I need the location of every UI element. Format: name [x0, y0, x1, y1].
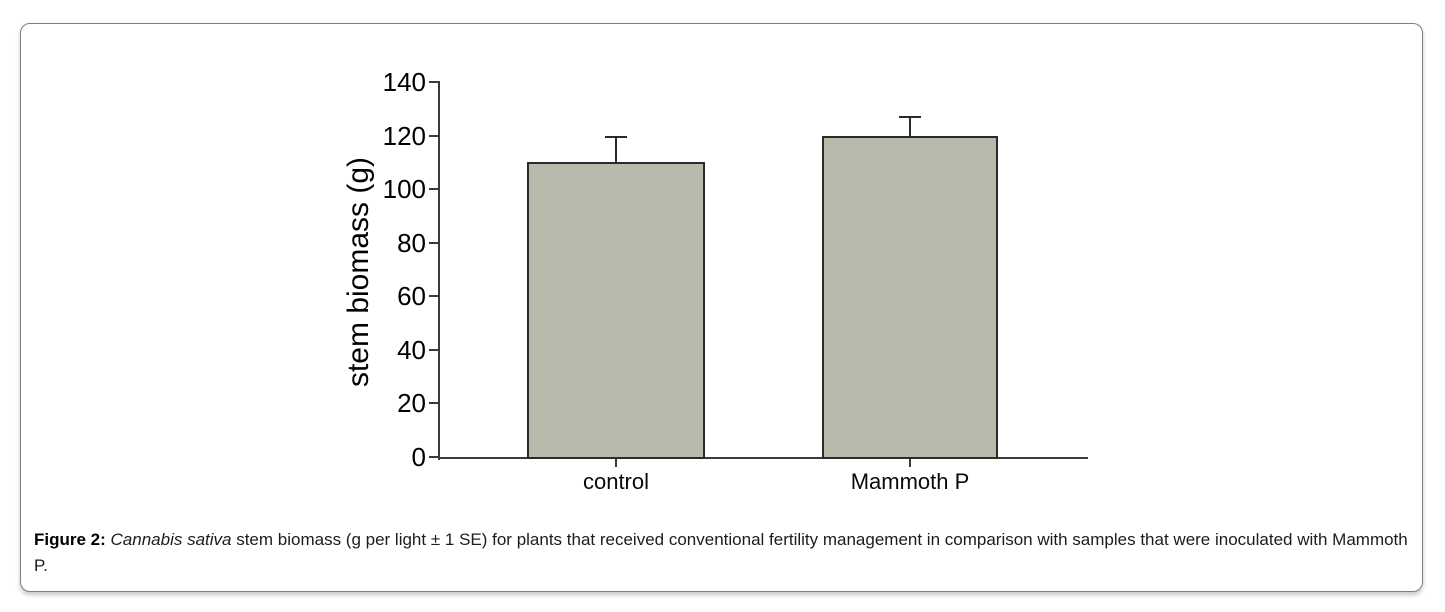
y-tick — [429, 188, 438, 190]
caption-species-name: Cannabis sativa — [110, 530, 232, 549]
error-bar-cap-mammoth-p — [899, 116, 921, 118]
bar-control — [527, 162, 705, 459]
y-tick-label: 20 — [397, 388, 426, 418]
y-tick-label: 100 — [382, 174, 426, 204]
y-axis-title: stem biomass (g) — [342, 156, 375, 388]
y-tick-label: 140 — [382, 67, 426, 97]
x-axis-line — [438, 457, 1088, 459]
y-tick-label: 60 — [397, 281, 426, 311]
figure-panel: Figure 2: Cannabis sativa stem biomass (… — [20, 23, 1423, 592]
y-tick — [429, 295, 438, 297]
y-tick-label: 40 — [397, 335, 426, 365]
y-tick — [429, 135, 438, 137]
y-tick — [429, 349, 438, 351]
x-axis-label-control: control — [582, 469, 650, 494]
error-bar-stem-mammoth-p — [909, 117, 911, 138]
error-bar-stem-control — [615, 137, 617, 164]
y-tick — [429, 81, 438, 83]
y-tick-label: 0 — [411, 442, 426, 472]
x-tick-mammoth-p — [909, 459, 911, 467]
y-axis-line — [438, 81, 440, 460]
y-tick-label: 80 — [397, 228, 426, 258]
caption-figure-label: Figure 2: — [34, 530, 111, 549]
y-tick — [429, 402, 438, 404]
x-axis-label-mammoth-p: Mammoth P — [850, 469, 970, 494]
caption-body: stem biomass (g per light ± 1 SE) for pl… — [34, 530, 1408, 575]
y-tick-label: 120 — [382, 121, 426, 151]
y-tick — [429, 242, 438, 244]
error-bar-cap-control — [605, 136, 627, 138]
figure-caption: Figure 2: Cannabis sativa stem biomass (… — [34, 527, 1418, 579]
bar-mammoth-p — [822, 136, 998, 459]
y-tick — [429, 456, 438, 458]
x-tick-control — [615, 459, 617, 467]
